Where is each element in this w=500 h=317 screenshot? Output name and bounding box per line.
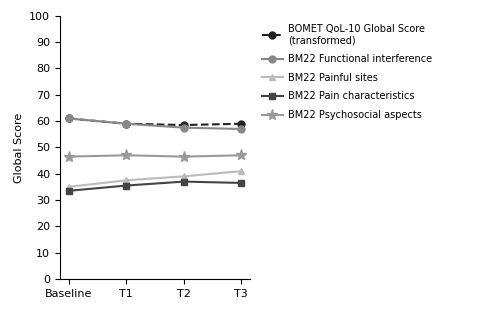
Y-axis label: Global Score: Global Score — [14, 112, 24, 183]
Legend: BOMET QoL-10 Global Score
(transformed), BM22 Functional interference, BM22 Pain: BOMET QoL-10 Global Score (transformed),… — [258, 21, 435, 123]
